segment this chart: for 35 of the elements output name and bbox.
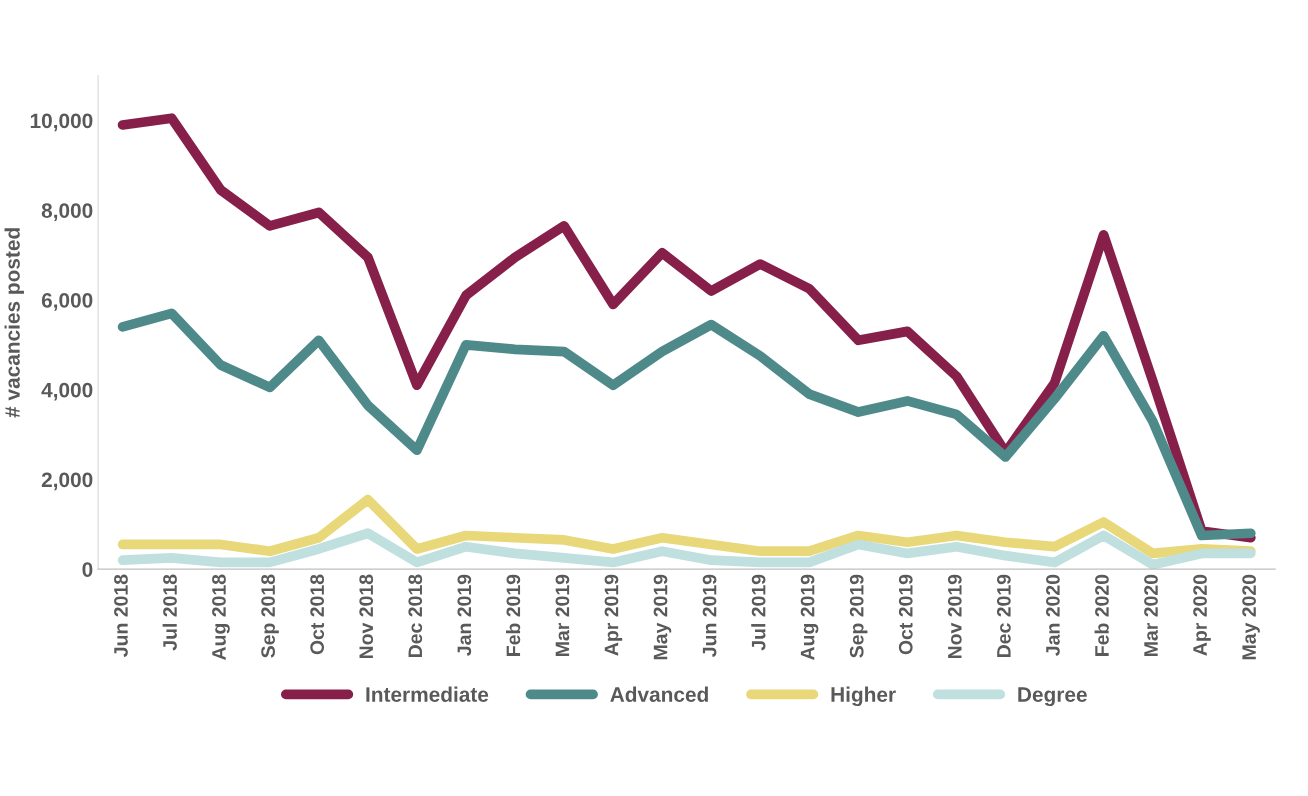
legend-label: Higher	[831, 686, 896, 707]
x-tick-label: Jul 2019	[751, 574, 766, 651]
x-tick-label: Nov 2019	[947, 574, 962, 659]
legend-label: Intermediate	[366, 686, 489, 702]
x-tick-label: Oct 2019	[898, 574, 913, 655]
x-tick-label: Apr 2019	[604, 574, 623, 656]
x-tick-label: May 2020	[1242, 574, 1260, 660]
x-tick-label: Aug 2018	[212, 574, 230, 660]
y-tick-label: 8,000	[41, 203, 93, 221]
x-tick-label: Sep 2018	[261, 574, 279, 658]
y-tick-label: 4,000	[41, 382, 93, 401]
legend-label: Degree	[1018, 687, 1087, 707]
y-tick-label: 0	[82, 562, 93, 577]
x-tick-label: Mar 2019	[555, 574, 570, 656]
x-tick-label: Aug 2019	[800, 574, 819, 660]
y-tick-label: 10,000	[30, 113, 93, 132]
x-tick-label: Jun 2019	[702, 574, 717, 657]
x-tick-label: Sep 2019	[849, 574, 868, 658]
x-tick-label: Jan 2019	[457, 574, 472, 656]
x-tick-label: Oct 2018	[310, 574, 325, 655]
x-tick-label: Jul 2018	[162, 574, 177, 651]
y-axis-title: # vacancies posted	[4, 228, 24, 418]
x-tick-label: Dec 2018	[408, 574, 423, 658]
y-tick-label: 2,000	[41, 472, 93, 491]
x-tick-label: Jun 2018	[114, 574, 128, 657]
x-tick-label: Feb 2019	[505, 574, 521, 656]
x-tick-label: Mar 2020	[1144, 574, 1158, 656]
x-tick-label: Dec 2019	[996, 574, 1011, 658]
x-tick-label: Nov 2018	[359, 574, 374, 659]
x-tick-label: Jan 2020	[1046, 574, 1060, 656]
y-tick-label: 6,000	[41, 292, 93, 311]
legend-label: Advanced	[610, 686, 708, 702]
x-tick-label: Apr 2020	[1193, 574, 1211, 656]
x-tick-label: May 2019	[653, 574, 672, 660]
x-tick-label: Feb 2020	[1094, 574, 1109, 656]
